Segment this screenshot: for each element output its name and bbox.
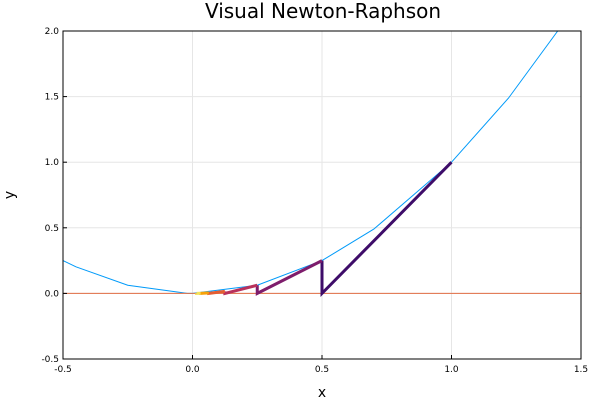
x-tick-label: -0.5	[54, 365, 72, 375]
newton-step-2	[255, 259, 323, 296]
y-tick-label: 2.0	[45, 27, 60, 37]
y-axis-label: y	[2, 191, 18, 199]
y-tick-label: 1.5	[45, 93, 59, 103]
series	[62, 30, 581, 298]
newton-step-3	[223, 283, 258, 296]
y-tick-label: -0.5	[41, 355, 59, 365]
y-tick-label: 1.0	[45, 158, 60, 168]
x-tick-label: 0.0	[185, 365, 200, 375]
newton-step-5	[199, 291, 209, 295]
x-tick-label: 1.0	[444, 365, 459, 375]
y-tick-label: 0.5	[45, 224, 59, 234]
x-tick-label: 1.5	[574, 365, 588, 375]
chart-title: Visual Newton-Raphson	[205, 0, 441, 23]
grid	[62, 30, 582, 360]
tick-labels: -0.5 0.0 0.5 1.0 1.5 -0.5 0.0 0.5 1.0 1.5 2.0	[41, 27, 588, 375]
x-tick-label: 0.5	[315, 365, 329, 375]
x-axis-label: x	[318, 385, 326, 400]
newton-step-4	[207, 289, 226, 296]
newton-step-1	[320, 161, 453, 298]
y-tick-label: 0.0	[45, 289, 60, 299]
